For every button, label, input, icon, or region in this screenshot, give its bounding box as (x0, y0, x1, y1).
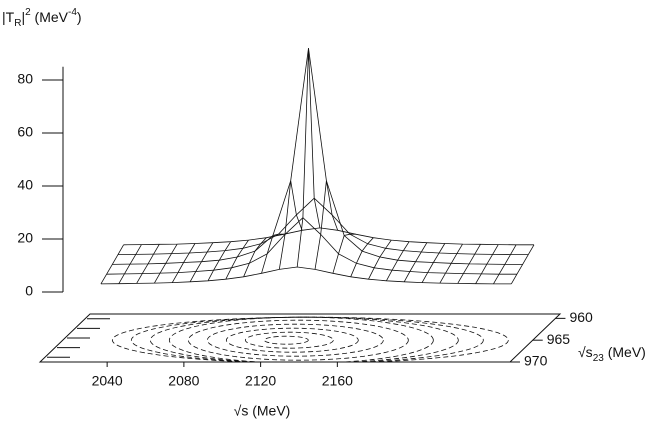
x-tick-label: 2040 (92, 373, 123, 389)
surface-line (314, 180, 339, 270)
surface-line (296, 48, 321, 268)
surface-line (117, 197, 529, 256)
surface-line (112, 48, 523, 265)
contour (225, 327, 359, 353)
contour (206, 323, 384, 357)
contour (244, 331, 334, 349)
y-tick-label: 965 (547, 331, 571, 347)
z-tick-label: 60 (17, 124, 33, 140)
surface-line (332, 233, 356, 274)
y-tick-label: 970 (524, 353, 548, 369)
surface-line (123, 227, 534, 246)
contour (130, 316, 484, 362)
z-tick-label: 40 (17, 177, 33, 193)
contour (111, 316, 509, 362)
z-axis-label: |TR|2 (MeV-4) (2, 7, 82, 29)
z-tick-label: 20 (17, 230, 33, 246)
surface-line (100, 266, 512, 285)
surface-line (350, 237, 374, 277)
surface (100, 48, 535, 285)
x-tick-label: 2120 (245, 373, 276, 389)
surface-line (368, 239, 392, 280)
surface-line (243, 237, 267, 277)
x-tick-label: 2080 (168, 373, 199, 389)
z-tick-label: 80 (17, 71, 33, 87)
y-axis-label: √s23 (MeV) (578, 344, 646, 364)
contour (187, 319, 409, 361)
y-tick-label: 960 (569, 309, 593, 325)
surface-line (261, 233, 285, 274)
z-tick-label: 0 (25, 283, 33, 299)
contour (263, 335, 309, 345)
x-axis-label: √s (MeV) (234, 403, 291, 419)
surface-line (106, 217, 517, 275)
x-tick-label: 2160 (322, 373, 353, 389)
floor (38, 313, 562, 363)
